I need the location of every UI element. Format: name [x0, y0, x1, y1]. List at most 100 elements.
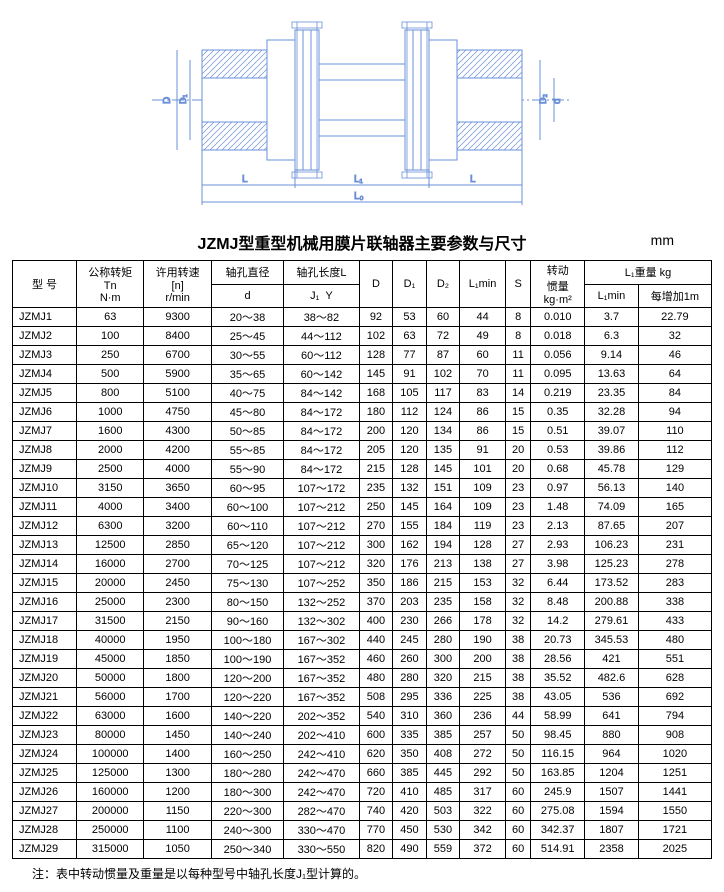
cell-D2: 559	[426, 840, 460, 859]
cell-I: 0.51	[531, 422, 585, 441]
cell-D2: 300	[426, 650, 460, 669]
cell-tn: 63000	[77, 707, 144, 726]
cell-S: 11	[505, 365, 530, 384]
cell-L: 107～172	[284, 479, 360, 498]
cell-m: JZMJ28	[13, 821, 77, 840]
cell-S: 38	[505, 631, 530, 650]
cell-d: 90～160	[211, 612, 283, 631]
cell-d: 55～90	[211, 460, 283, 479]
cell-n: 1150	[144, 802, 211, 821]
cell-D2: 117	[426, 384, 460, 403]
cell-w2: 908	[638, 726, 711, 745]
cell-I: 98.45	[531, 726, 585, 745]
cell-D: 480	[359, 669, 393, 688]
cell-S: 20	[505, 441, 530, 460]
title-row: JZMJ型重型机械用膜片联轴器主要参数与尺寸 mm	[10, 230, 714, 254]
cell-D1: 450	[393, 821, 427, 840]
cell-tn: 500	[77, 365, 144, 384]
cell-w1: 87.65	[585, 517, 639, 536]
cell-w2: 129	[638, 460, 711, 479]
cell-D1: 176	[393, 555, 427, 574]
cell-D2: 503	[426, 802, 460, 821]
hdr-model: 型 号	[13, 261, 77, 308]
cell-D2: 124	[426, 403, 460, 422]
svg-text:L₀: L₀	[354, 191, 364, 202]
cell-D1: 490	[393, 840, 427, 859]
cell-w1: 106.23	[585, 536, 639, 555]
cell-L1min: 215	[460, 669, 506, 688]
cell-n: 3400	[144, 498, 211, 517]
cell-n: 8400	[144, 327, 211, 346]
cell-d: 120～200	[211, 669, 283, 688]
cell-S: 23	[505, 498, 530, 517]
cell-D2: 102	[426, 365, 460, 384]
cell-S: 23	[505, 479, 530, 498]
cell-d: 220～300	[211, 802, 283, 821]
cell-D1: 310	[393, 707, 427, 726]
cell-n: 4300	[144, 422, 211, 441]
cell-D1: 105	[393, 384, 427, 403]
cell-D2: 60	[426, 308, 460, 327]
cell-n: 6700	[144, 346, 211, 365]
cell-D2: 145	[426, 460, 460, 479]
cell-tn: 200000	[77, 802, 144, 821]
cell-n: 5900	[144, 365, 211, 384]
cell-m: JZMJ29	[13, 840, 77, 859]
cell-L: 107～212	[284, 498, 360, 517]
cell-I: 2.93	[531, 536, 585, 555]
cell-S: 44	[505, 707, 530, 726]
table-row: JZMJ293150001050250～340330～5508204905593…	[13, 840, 712, 859]
cell-D: 508	[359, 688, 393, 707]
hdr-tn: 公称转矩TnN·m	[77, 261, 144, 308]
cell-n: 1850	[144, 650, 211, 669]
cell-L: 60～112	[284, 346, 360, 365]
cell-I: 245.9	[531, 783, 585, 802]
cell-d: 250～340	[211, 840, 283, 859]
cell-D2: 530	[426, 821, 460, 840]
cell-d: 35～65	[211, 365, 283, 384]
cell-n: 2850	[144, 536, 211, 555]
svg-text:d: d	[552, 98, 563, 104]
cell-w1: 125.23	[585, 555, 639, 574]
cell-L1min: 128	[460, 536, 506, 555]
table-head: 型 号 公称转矩TnN·m 许用转速[n]r/min 轴孔直径 轴孔长度L D …	[13, 261, 712, 308]
hdr-n: 许用转速[n]r/min	[144, 261, 211, 308]
cell-m: JZMJ12	[13, 517, 77, 536]
cell-w1: 279.61	[585, 612, 639, 631]
cell-tn: 16000	[77, 555, 144, 574]
cell-w1: 173.52	[585, 574, 639, 593]
cell-L: 107～212	[284, 555, 360, 574]
hdr-inertia: 转动惯量kg·m²	[531, 261, 585, 308]
cell-w1: 74.09	[585, 498, 639, 517]
cell-D2: 184	[426, 517, 460, 536]
cell-L1min: 342	[460, 821, 506, 840]
cell-S: 38	[505, 688, 530, 707]
cell-D: 92	[359, 308, 393, 327]
cell-d: 140～220	[211, 707, 283, 726]
cell-n: 9300	[144, 308, 211, 327]
cell-L: 242～470	[284, 783, 360, 802]
cell-D2: 385	[426, 726, 460, 745]
cell-I: 14.2	[531, 612, 585, 631]
cell-D1: 420	[393, 802, 427, 821]
cell-S: 15	[505, 403, 530, 422]
cell-S: 11	[505, 346, 530, 365]
cell-I: 58.99	[531, 707, 585, 726]
cell-I: 0.095	[531, 365, 585, 384]
cell-L1min: 109	[460, 479, 506, 498]
table-row: JZMJ2100840025～4544～11210263724980.0186.…	[13, 327, 712, 346]
cell-D1: 260	[393, 650, 427, 669]
cell-w1: 1204	[585, 764, 639, 783]
cell-D: 205	[359, 441, 393, 460]
cell-D: 540	[359, 707, 393, 726]
table-row: JZMJ241000001400160～250242～4106203504082…	[13, 745, 712, 764]
cell-w1: 2358	[585, 840, 639, 859]
cell-D2: 135	[426, 441, 460, 460]
cell-L1min: 200	[460, 650, 506, 669]
table-row: JZMJ20500001800120～200167～35248028032021…	[13, 669, 712, 688]
unit-label: mm	[651, 232, 674, 248]
cell-m: JZMJ14	[13, 555, 77, 574]
cell-tn: 4000	[77, 498, 144, 517]
cell-L1min: 322	[460, 802, 506, 821]
cell-n: 2700	[144, 555, 211, 574]
